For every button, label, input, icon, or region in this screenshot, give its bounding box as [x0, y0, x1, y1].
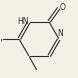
Text: HN: HN [17, 17, 28, 26]
Text: N: N [57, 29, 63, 38]
Text: O: O [60, 3, 66, 12]
